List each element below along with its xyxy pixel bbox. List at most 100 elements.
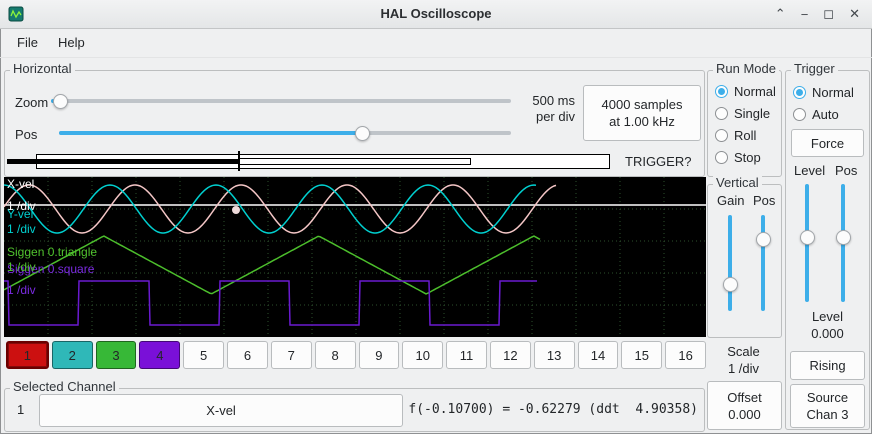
radio-icon[interactable]: [715, 106, 728, 120]
vertical-pos-groove[interactable]: [761, 215, 765, 311]
channel-button-9[interactable]: 9: [358, 341, 400, 369]
window-title: HAL Oscilloscope: [380, 6, 492, 21]
scope-display: X-vel 1 /div Y-vel 1 /div Siggen 0.triangle S…: [4, 177, 706, 337]
trigger-radio-normal[interactable]: Normal: [793, 83, 854, 101]
trace-x-vel: [4, 184, 537, 234]
run-mode-radio-single[interactable]: Single: [715, 104, 770, 122]
trigger-pos-handle[interactable]: [836, 230, 851, 246]
radio-icon[interactable]: [715, 150, 728, 164]
maximize-button[interactable]: ◻: [823, 6, 835, 21]
zoom-slider-groove[interactable]: [51, 99, 511, 103]
zoom-slider-handle[interactable]: [53, 94, 69, 109]
window-controls: ⌃ − ◻ ✕: [775, 0, 860, 28]
trigger-source-button[interactable]: Source Chan 3: [790, 384, 865, 428]
trigger-group-title: Trigger: [791, 61, 838, 76]
gain-slider-handle[interactable]: [723, 277, 738, 293]
trace-siggen-triangle: [4, 235, 541, 295]
zoom-slider[interactable]: [51, 93, 511, 109]
channel-button-12[interactable]: 12: [489, 341, 531, 369]
rising-button[interactable]: Rising: [790, 351, 865, 380]
vertical-pos-slider[interactable]: [755, 215, 771, 311]
run-mode-group: Run Mode Normal Single Roll Stop: [707, 61, 782, 177]
channel-button-14[interactable]: 14: [577, 341, 619, 369]
channel-button-2[interactable]: 2: [51, 341, 93, 369]
close-button[interactable]: ✕: [849, 6, 860, 21]
channel-button-1[interactable]: 1: [6, 341, 49, 369]
minimize-button[interactable]: −: [800, 6, 809, 22]
menu-help[interactable]: Help: [57, 35, 85, 50]
radio-icon[interactable]: [715, 128, 728, 142]
channel-button-11[interactable]: 11: [446, 341, 487, 369]
scale-caption: Scale: [727, 344, 760, 359]
scope-channel-label: 1 /div: [7, 283, 36, 297]
trigger-level-slider[interactable]: [799, 184, 815, 302]
scope-channel-label: Siggen 0.triangle: [7, 245, 98, 259]
scope-channel-label: 1 /div: [7, 199, 36, 213]
run-mode-radio-stop[interactable]: Stop: [715, 148, 761, 166]
trigger-level-handle[interactable]: [800, 230, 815, 246]
pos-slider-groove[interactable]: [59, 131, 511, 135]
selected-channel-group: Selected Channel 1 X-vel f(-0.10700) = -…: [4, 379, 705, 432]
run-mode-title: Run Mode: [713, 61, 779, 76]
radio-icon[interactable]: [793, 85, 806, 99]
trigger-pos-label: Pos: [835, 163, 858, 178]
scope-channel-label: 1 /div: [7, 222, 36, 236]
vertical-pos-handle[interactable]: [756, 232, 771, 247]
channel-button-4[interactable]: 4: [139, 341, 181, 369]
channel-button-3[interactable]: 3: [95, 341, 137, 369]
trace-y-vel: [4, 184, 557, 234]
zoom-label: Zoom: [15, 95, 49, 110]
vertical-group-title: Vertical: [713, 175, 762, 190]
channel-button-6[interactable]: 6: [227, 341, 268, 369]
trigger-level-value: 0.000: [811, 326, 844, 341]
trigger-pos-slider[interactable]: [835, 184, 851, 302]
channel-button-7[interactable]: 7: [270, 341, 312, 369]
scope-channel-label: 1 /div: [7, 260, 36, 274]
record-view-bar[interactable]: TRIGGER?: [5, 149, 704, 175]
horizontal-group: Horizontal Zoom 500 ms per div 4000 samp…: [4, 61, 705, 177]
selected-channel-number: 1: [17, 402, 25, 417]
scope-channel-label: Y-vel: [7, 207, 34, 221]
pos-slider[interactable]: [59, 125, 511, 141]
scope-channel-label: X-vel: [7, 177, 35, 191]
radio-icon[interactable]: [715, 84, 728, 98]
trigger-point-marker: [232, 206, 240, 214]
run-mode-radio-roll[interactable]: Roll: [715, 126, 756, 144]
channel-name-button[interactable]: X-vel: [39, 394, 403, 427]
channel-readout: f(-0.10700) = -0.62279 (ddt 4.90358): [408, 402, 698, 417]
samples-rate-button[interactable]: 4000 samples at 1.00 kHz: [583, 85, 701, 141]
selected-channel-title: Selected Channel: [10, 379, 119, 394]
channel-button-15[interactable]: 15: [621, 341, 663, 369]
run-mode-radio-normal[interactable]: Normal: [715, 82, 776, 100]
trigger-question-label: TRIGGER?: [625, 154, 692, 169]
channel-button-16[interactable]: 16: [665, 341, 706, 369]
gain-slider-groove[interactable]: [728, 215, 732, 311]
channel-button-8[interactable]: 8: [314, 341, 356, 369]
offset-box[interactable]: Offset 0.000: [707, 381, 782, 430]
trigger-radio-auto[interactable]: Auto: [793, 105, 839, 123]
channel-button-5[interactable]: 5: [183, 341, 225, 369]
gain-label: Gain: [717, 193, 745, 208]
gain-slider[interactable]: [722, 215, 738, 311]
scope-channel-label: Siggen 0.square: [7, 262, 95, 276]
per-div-label: 500 ms per div: [532, 93, 575, 124]
shade-button[interactable]: ⌃: [774, 6, 786, 21]
pos-slider-handle[interactable]: [354, 126, 370, 141]
menubar: File Help: [0, 28, 872, 58]
pos-slider-fill: [59, 131, 362, 135]
vertical-pos-label: Pos: [753, 193, 776, 208]
trigger-level-caption: Level: [811, 309, 844, 324]
trigger-group: Trigger Normal Auto Force Level Pos Leve…: [785, 61, 870, 430]
record-bar-segment: [7, 159, 238, 164]
trigger-position-tick[interactable]: [238, 151, 240, 171]
pos-label: Pos: [15, 127, 38, 142]
channel-selector-row: 1 2 3 4 5 6 7 8 9 10 11 12 13 14 15 16: [6, 341, 706, 369]
radio-icon[interactable]: [793, 107, 806, 121]
channel-button-13[interactable]: 13: [533, 341, 575, 369]
horizontal-group-title: Horizontal: [10, 61, 75, 76]
scale-value: 1 /div: [727, 361, 760, 376]
menu-file[interactable]: File: [17, 35, 38, 50]
force-button[interactable]: Force: [791, 129, 864, 157]
scope-canvas: [4, 177, 706, 337]
channel-button-10[interactable]: 10: [402, 341, 444, 369]
